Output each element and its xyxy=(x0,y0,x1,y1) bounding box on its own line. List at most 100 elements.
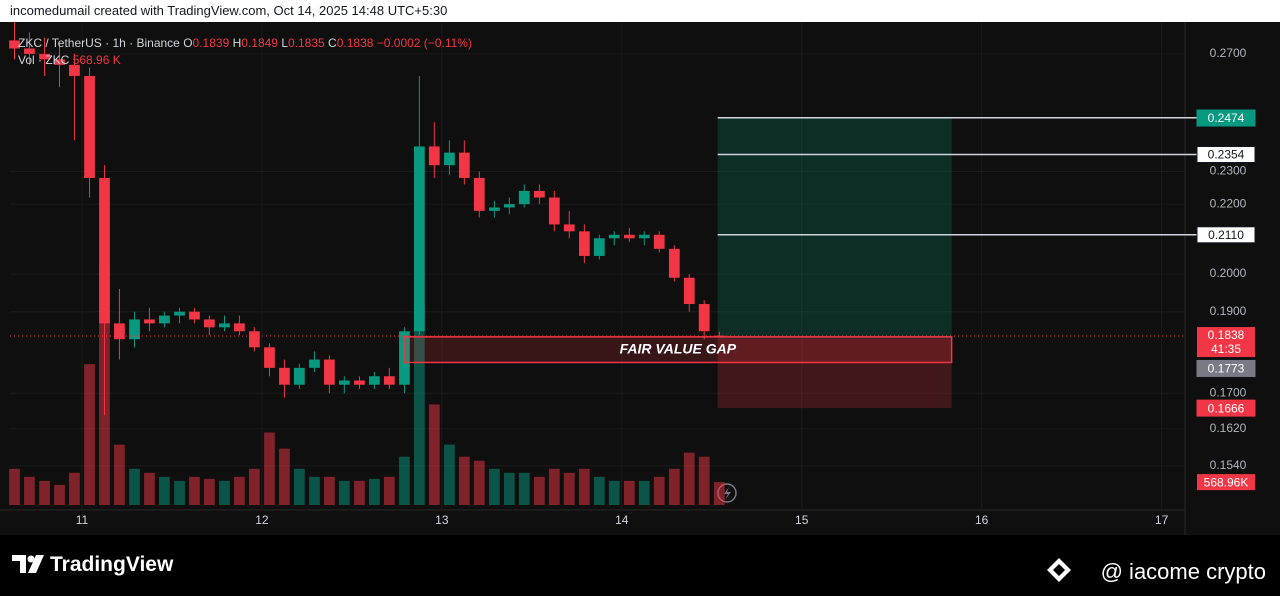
volume-bar xyxy=(638,480,650,505)
countdown: 41:35 xyxy=(1211,342,1241,356)
volume-bar xyxy=(54,484,65,505)
candle-body xyxy=(683,277,695,305)
x-tick-label: 13 xyxy=(435,513,449,527)
header: incomedumail created with TradingView.co… xyxy=(0,0,1280,22)
volume-bar xyxy=(458,456,470,505)
candle-body xyxy=(324,359,335,385)
stop-zone xyxy=(717,338,952,409)
y-tick-label: 0.2000 xyxy=(1210,266,1247,280)
logo-icon xyxy=(12,555,44,573)
x-tick-label: 16 xyxy=(975,513,989,527)
candle-body xyxy=(383,376,395,385)
volume-bar xyxy=(473,460,485,505)
volume-bar xyxy=(518,472,530,505)
candle-body xyxy=(248,331,260,348)
candle-body xyxy=(563,224,575,232)
volume-bar xyxy=(368,478,380,505)
candle-body xyxy=(264,347,275,368)
volume-bar xyxy=(309,476,320,505)
candle-body xyxy=(623,234,635,239)
volume-bar xyxy=(653,476,665,505)
volume-bar xyxy=(698,456,710,505)
volume-bar xyxy=(683,452,695,505)
candle-body xyxy=(534,190,545,198)
volume-bar xyxy=(279,448,290,505)
candle-body xyxy=(668,248,680,278)
volume-bar xyxy=(219,480,230,505)
candle-body xyxy=(578,231,590,256)
candle-body xyxy=(174,311,185,316)
volume-bar xyxy=(593,476,605,505)
binance-icon xyxy=(1047,558,1071,582)
volume-bar xyxy=(623,480,635,505)
volume-bar xyxy=(578,468,590,505)
candle-body xyxy=(144,319,155,324)
volume-bar xyxy=(174,480,185,505)
target-label: 0.2474 xyxy=(1208,111,1245,125)
candle-body xyxy=(309,359,320,368)
ohlc-key: C xyxy=(328,36,337,50)
ohlc-value: 0.1835 xyxy=(288,36,325,50)
volume-value: 568.96 K xyxy=(72,53,121,67)
level-label: 0.2110 xyxy=(1208,228,1244,242)
candle-body xyxy=(458,152,470,178)
candle-body xyxy=(698,304,710,332)
candle-body xyxy=(69,64,80,76)
ohlc-key: O xyxy=(183,36,193,50)
candle-body xyxy=(54,59,65,65)
candle-body xyxy=(444,152,455,166)
candle-body xyxy=(473,177,485,211)
volume-bar xyxy=(129,468,140,505)
volume-bar xyxy=(39,480,50,505)
y-tick-label: 0.2200 xyxy=(1210,196,1247,210)
ohlc-value: 0.1838 xyxy=(336,36,374,50)
volume-bar xyxy=(24,476,35,505)
volume-bar xyxy=(203,478,215,505)
chart-background xyxy=(0,22,1280,535)
candle-body xyxy=(219,323,230,328)
candle-body xyxy=(338,380,350,385)
candle-body xyxy=(114,323,125,340)
symbol: ZKC / TetherUS · 1h · Binance xyxy=(18,36,180,50)
ohlc-value: 0.1839 xyxy=(192,36,230,50)
level-label-box xyxy=(1196,146,1256,164)
ohlc: O0.1839 H0.1849 L0.1835 C0.1838 xyxy=(183,36,377,50)
candle-body xyxy=(593,238,605,256)
logo-shape xyxy=(12,555,44,573)
x-tick-label: 15 xyxy=(795,513,809,527)
volume-bar xyxy=(69,472,80,505)
alert-bolt xyxy=(724,487,731,500)
volume-bar xyxy=(159,476,170,505)
y-tick-label: 0.1700 xyxy=(1210,385,1247,399)
volume-bar xyxy=(9,468,20,505)
volume-bar xyxy=(713,482,725,505)
volume-bar xyxy=(399,456,410,505)
fvg-low-label: 0.1773 xyxy=(1208,362,1245,376)
candle-body xyxy=(159,315,170,324)
candle-body xyxy=(503,204,515,208)
watermark: @ iacome crypto xyxy=(1100,559,1266,584)
volume-bar xyxy=(413,303,425,505)
x-tick-label: 11 xyxy=(76,513,89,527)
candle-body xyxy=(293,367,305,385)
grid xyxy=(10,22,1185,510)
candle-body xyxy=(84,75,95,178)
volume-bar xyxy=(383,476,395,505)
stop-label: 0.1666 xyxy=(1208,401,1245,415)
ohlc-key: H xyxy=(232,36,242,50)
fvg-label: FAIR VALUE GAP xyxy=(620,340,737,356)
legend: ZKC / TetherUS · 1h · Binance O0.1839 H0… xyxy=(18,35,472,69)
ohlc-value: 0.1849 xyxy=(241,36,278,50)
volume-bar xyxy=(444,444,455,505)
volume-bar xyxy=(189,476,200,505)
x-tick-label: 12 xyxy=(255,513,269,527)
volume-bar xyxy=(338,480,350,505)
level-label: 0.2354 xyxy=(1208,148,1245,162)
volume-label-box xyxy=(1197,474,1255,491)
volume-bar xyxy=(234,476,245,505)
legend-row: ZKC / TetherUS · 1h · Binance O0.1839 H0… xyxy=(18,35,472,52)
volume-bar xyxy=(114,444,125,505)
candle-body xyxy=(9,40,20,49)
volume-bar xyxy=(563,472,575,505)
last-price-label: 0.1838 xyxy=(1208,328,1245,342)
